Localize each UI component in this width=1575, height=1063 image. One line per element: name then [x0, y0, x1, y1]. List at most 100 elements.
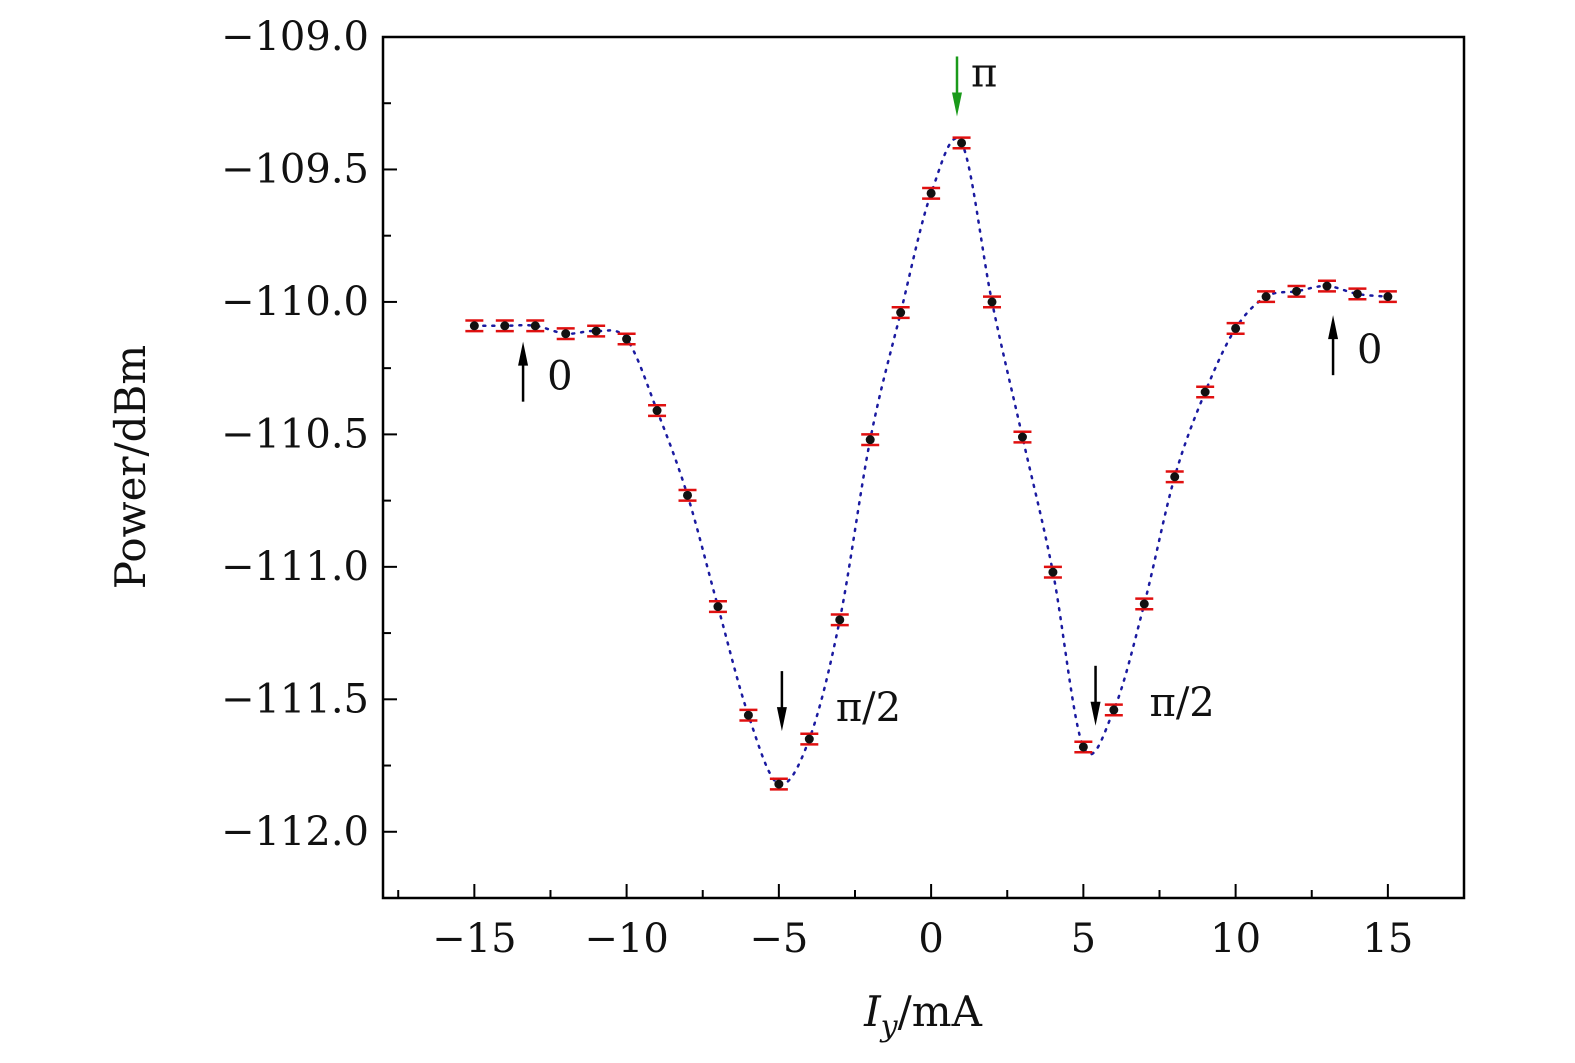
data-point: [556, 327, 575, 341]
data-point: [1043, 565, 1062, 579]
data-point: [952, 136, 971, 150]
annotation: 0: [1328, 315, 1383, 376]
x-tick-label: −5: [749, 916, 808, 962]
point-marker: [1352, 289, 1362, 299]
annotation-label: 0: [547, 354, 572, 400]
data-point: [1348, 287, 1367, 301]
point-marker: [622, 334, 632, 344]
point-marker: [1109, 705, 1119, 715]
series-fit-line: [473, 137, 1390, 786]
data-point: [983, 295, 1002, 309]
point-marker: [804, 734, 814, 744]
point-marker: [469, 321, 479, 331]
point-marker: [591, 326, 601, 336]
data-point: [1378, 290, 1397, 304]
annotation-arrow-head: [1328, 315, 1339, 340]
x-axis-unit: /mA: [898, 987, 983, 1036]
data-point: [769, 777, 788, 791]
data-point: [739, 708, 758, 722]
y-tick-label: −109.0: [221, 14, 369, 60]
x-tick-label: −10: [584, 916, 668, 962]
point-marker: [1078, 742, 1088, 752]
x-axis-title: Iy/mA: [863, 987, 983, 1044]
y-tick-label: −111.5: [221, 676, 369, 722]
annotation-label: π: [971, 50, 997, 96]
data-point: [1074, 740, 1093, 754]
data-point: [891, 305, 910, 320]
data-point: [495, 319, 514, 333]
annotation-arrow-head: [1090, 701, 1101, 726]
data-point: [465, 319, 484, 333]
data-point: [1226, 321, 1245, 335]
data-point: [1104, 703, 1123, 717]
annotation-label: π/2: [1150, 680, 1215, 726]
y-tick-label: −112.0: [221, 809, 369, 855]
y-axis: −109.0 −109.5 −110.0 −110.5 −111.0 −111.5 −112…: [221, 14, 397, 855]
data-point: [587, 324, 606, 338]
point-marker: [1292, 286, 1302, 296]
point-marker: [835, 615, 845, 625]
annotation-label: π/2: [836, 685, 901, 731]
point-marker: [743, 710, 753, 720]
point-marker: [1048, 567, 1058, 577]
plot-frame: [381, 35, 1466, 900]
annotation: 0: [518, 341, 573, 402]
point-marker: [652, 406, 662, 416]
point-marker: [1017, 432, 1027, 442]
point-marker: [1383, 292, 1393, 302]
data-point: [617, 332, 636, 346]
y-tick-label: −110.0: [221, 279, 369, 325]
point-marker: [713, 602, 723, 612]
point-marker: [561, 329, 571, 339]
annotation: π/2: [1090, 665, 1215, 726]
point-marker: [1200, 387, 1210, 397]
y-tick-label: −111.0: [221, 544, 369, 590]
data-points: [465, 136, 1397, 791]
data-point: [1257, 290, 1276, 304]
data-point: [830, 613, 849, 627]
point-marker: [957, 138, 967, 148]
y-tick-label: −110.5: [221, 411, 369, 457]
annotation: π/2: [776, 671, 901, 732]
data-point: [800, 732, 819, 746]
point-marker: [500, 321, 510, 331]
data-point: [1013, 430, 1032, 444]
annotation-arrow-head: [518, 341, 529, 366]
x-tick-label: 15: [1362, 916, 1413, 962]
point-marker: [926, 188, 936, 198]
x-tick-label: 0: [918, 916, 943, 962]
annotation-arrow-head: [951, 92, 962, 117]
x-axis-sub: y: [879, 1009, 899, 1044]
data-point: [861, 433, 880, 447]
x-tick-label: 5: [1071, 916, 1096, 962]
point-marker: [1139, 599, 1149, 609]
data-point: [1287, 284, 1306, 298]
data-point: [1317, 279, 1336, 293]
data-point: [1196, 385, 1215, 399]
data-point: [648, 403, 667, 418]
x-tick-label: 10: [1210, 916, 1261, 962]
point-marker: [1170, 472, 1180, 482]
annotation-label: 0: [1357, 327, 1382, 373]
annotations: 0 π/2 π π/2 0: [518, 50, 1383, 732]
x-tick-label: −15: [432, 916, 516, 962]
data-point: [678, 488, 697, 502]
data-point: [1165, 470, 1184, 484]
x-axis-var: I: [863, 987, 882, 1036]
point-marker: [987, 297, 997, 307]
point-marker: [530, 321, 540, 331]
annotation: π: [951, 50, 997, 117]
y-axis-title: Power/dBm: [106, 345, 155, 589]
data-point: [1135, 597, 1154, 611]
x-axis: −15 −10 −5 0 5 10 15: [397, 884, 1413, 962]
point-marker: [865, 435, 875, 445]
point-marker: [774, 779, 784, 789]
point-marker: [683, 490, 693, 500]
point-marker: [1231, 323, 1241, 333]
data-point: [526, 319, 545, 333]
y-tick-label: −109.5: [221, 146, 369, 192]
data-point: [922, 186, 941, 200]
point-marker: [1322, 281, 1332, 291]
data-point: [708, 600, 727, 614]
point-marker: [1261, 292, 1271, 302]
